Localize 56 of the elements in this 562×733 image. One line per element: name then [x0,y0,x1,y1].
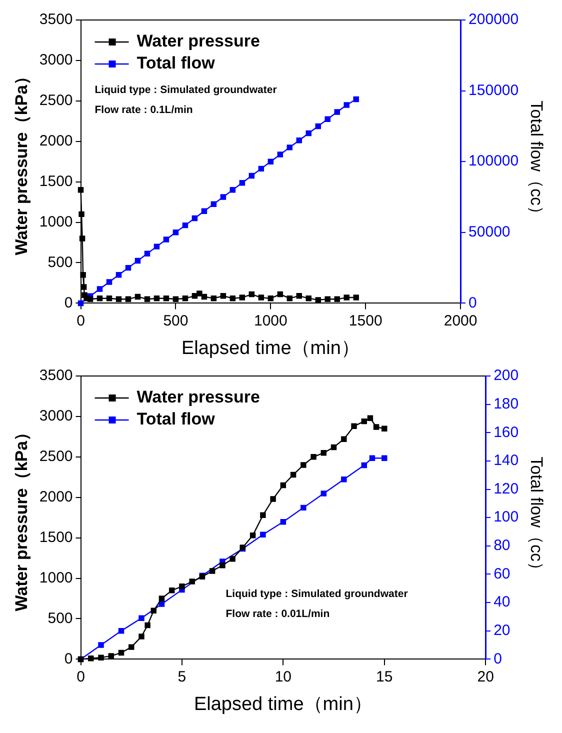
legend-label: Total flow [136,54,216,73]
x-tick-label: 0 [76,312,85,330]
y-tick-label: 0 [64,650,73,668]
y-tick-label: 1000 [39,213,73,230]
y-tick-label: 3500 [39,367,73,384]
y2-tick-label: 160 [494,424,519,441]
y-tick-label: 0 [64,294,73,312]
y2-tick-label: 200 [494,367,519,384]
y-tick-label: 3000 [39,408,73,425]
x-tick-label: 15 [376,668,393,686]
legend-label: Water pressure [136,388,260,407]
legend-label: Total flow [136,410,216,429]
x-tick-label: 2000 [444,312,478,330]
x-tick-label: 1000 [254,312,288,330]
annotation: Liquid type : Simulated groundwater [226,588,408,600]
y2-tick-label: 20 [494,622,510,640]
y-tick-label: 1000 [39,569,73,586]
y-tick-label: 3500 [39,11,73,28]
y2-tick-label: 100 [494,508,519,526]
y-tick-label: 2500 [39,92,73,110]
legend-label: Water pressure [136,32,260,51]
annotation: Liquid type : Simulated groundwater [94,84,277,96]
y2-tick-label: 150000 [468,82,519,99]
y2-tick-label: 50000 [468,224,510,241]
x-axis-title: Elapsed time（min） [194,694,372,715]
y-axis-title: Water pressure（kPa） [12,424,31,612]
y-tick-label: 3000 [39,52,73,69]
x-tick-label: 20 [477,668,494,686]
y2-tick-label: 0 [494,650,502,668]
y2-tick-label: 200000 [468,11,519,28]
y2-tick-label: 140 [494,452,519,470]
y-tick-label: 1500 [39,172,73,190]
x-axis-title: Elapsed time（min） [181,338,360,359]
y-axis-title: Water pressure（kPa） [12,68,31,256]
y-tick-label: 500 [48,610,73,627]
annotation: Flow rate : 0.01L/min [226,608,330,620]
y2-axis-title: Total flow（cc） [527,456,546,579]
y2-tick-label: 100000 [468,152,519,170]
y2-tick-label: 120 [494,480,519,498]
y-tick-label: 2000 [39,132,73,150]
x-tick-label: 500 [163,312,188,330]
y-tick-label: 500 [48,254,73,271]
annotation: Flow rate : 0.1L/min [94,104,193,116]
y-tick-label: 1500 [39,528,73,546]
x-tick-label: 1500 [348,312,382,330]
y2-tick-label: 40 [494,594,510,611]
y2-axis-title: Total flow（cc） [527,100,546,223]
y2-tick-label: 180 [494,395,519,412]
x-tick-label: 5 [178,668,186,686]
x-tick-label: 0 [76,668,85,686]
y2-tick-label: 60 [494,565,510,582]
x-tick-label: 10 [274,668,292,686]
y-tick-label: 2500 [39,448,73,466]
y2-tick-label: 80 [494,537,510,554]
y2-tick-label: 0 [468,294,477,312]
y-tick-label: 2000 [39,488,73,506]
